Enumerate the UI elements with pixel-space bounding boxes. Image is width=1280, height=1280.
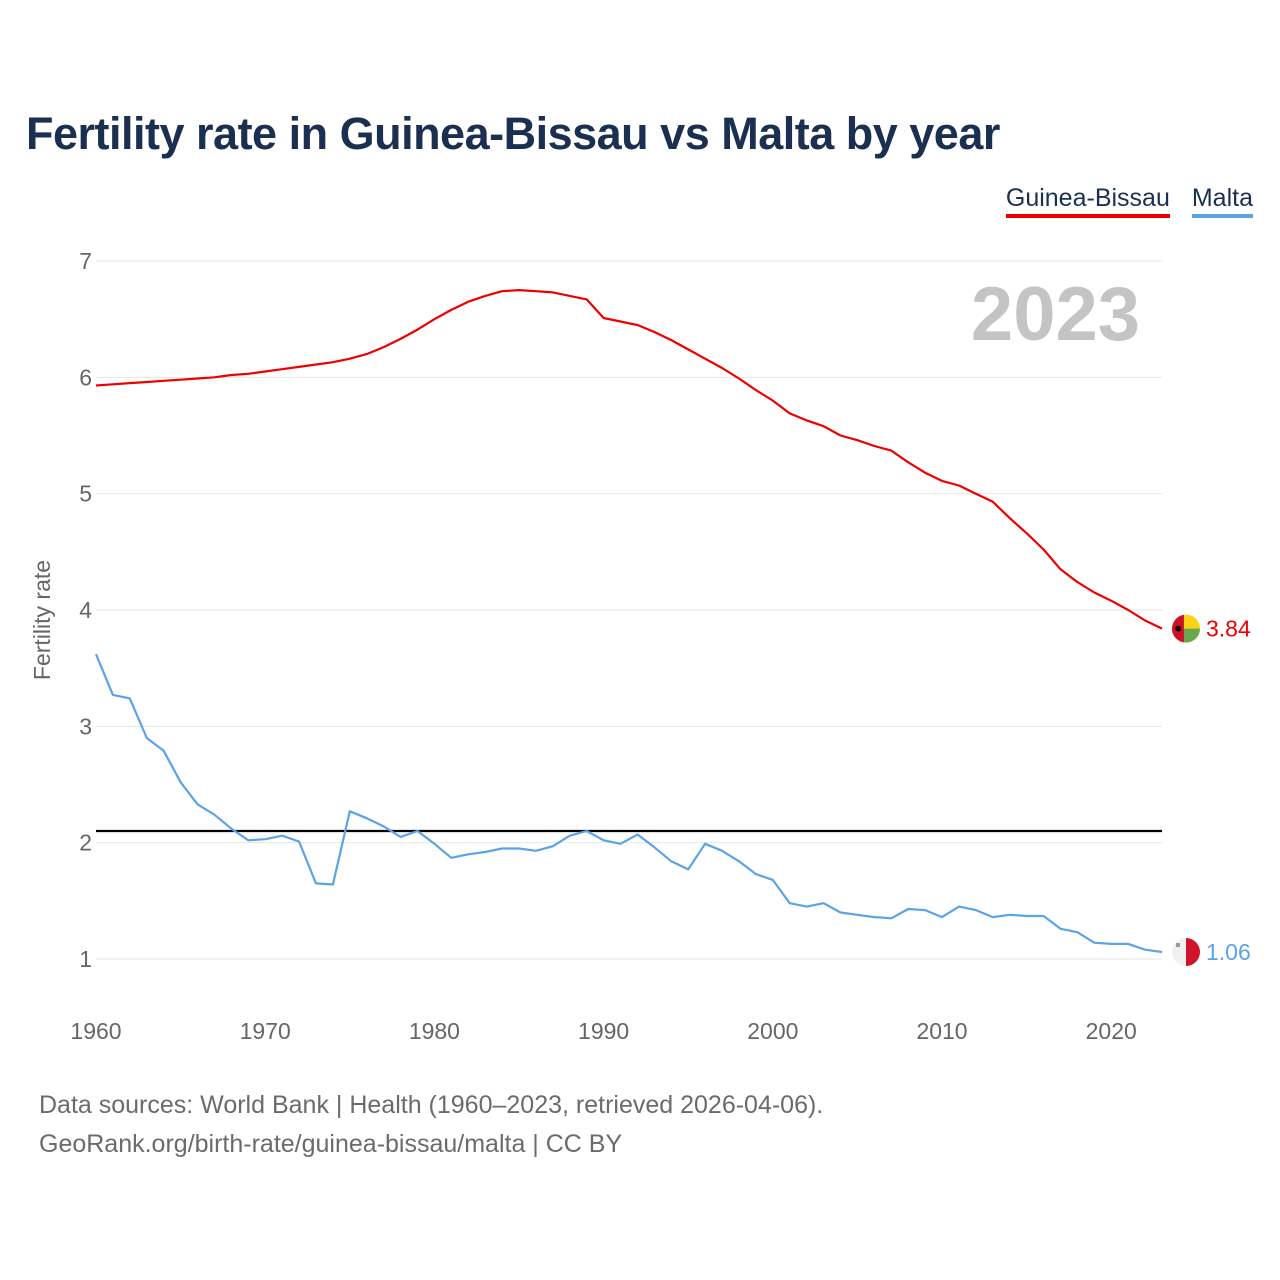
source-note: Data sources: World Bank | Health (1960–…	[39, 1086, 823, 1164]
y-tick-label-5: 5	[79, 481, 92, 507]
y-axis-label: Fertility rate	[29, 560, 55, 680]
legend: Guinea-Bissau Malta	[1005, 184, 1253, 218]
year-label: 2023	[971, 272, 1140, 357]
x-tick-label-1990: 1990	[578, 1018, 629, 1044]
guinea-bissau-flag-icon	[1172, 614, 1200, 643]
malta-flag-icon	[1172, 938, 1200, 967]
legend-item-guinea-bissau[interactable]: Guinea-Bissau	[1005, 184, 1170, 218]
legend-item-malta[interactable]: Malta	[1191, 184, 1253, 218]
end-label-guinea-bissau: 3.84	[1206, 616, 1251, 642]
y-tick-label-1: 1	[79, 946, 92, 972]
y-tick-label-4: 4	[79, 597, 92, 623]
series-line-malta	[94, 653, 1163, 954]
x-tick-label-2010: 2010	[916, 1018, 967, 1044]
series-line-guinea-bissau	[95, 289, 1163, 630]
y-tick-label-6: 6	[79, 364, 92, 390]
end-label-malta: 1.06	[1206, 939, 1251, 965]
x-tick-label-1970: 1970	[240, 1018, 291, 1044]
chart-title: Fertility rate in Guinea-Bissau vs Malta…	[26, 108, 1000, 159]
source-line-1: Data sources: World Bank | Health (1960–…	[39, 1091, 824, 1119]
y-tick-label-7: 7	[79, 248, 92, 274]
x-tick-label-1980: 1980	[409, 1018, 460, 1044]
source-line-2[interactable]: GeoRank.org/birth-rate/guinea-bissau/mal…	[39, 1130, 623, 1158]
x-tick-label-1960: 1960	[70, 1018, 121, 1044]
x-tick-label-2020: 2020	[1086, 1018, 1137, 1044]
x-tick-label-2000: 2000	[747, 1018, 798, 1044]
y-tick-label-3: 3	[79, 713, 92, 739]
y-tick-label-2: 2	[79, 830, 92, 856]
